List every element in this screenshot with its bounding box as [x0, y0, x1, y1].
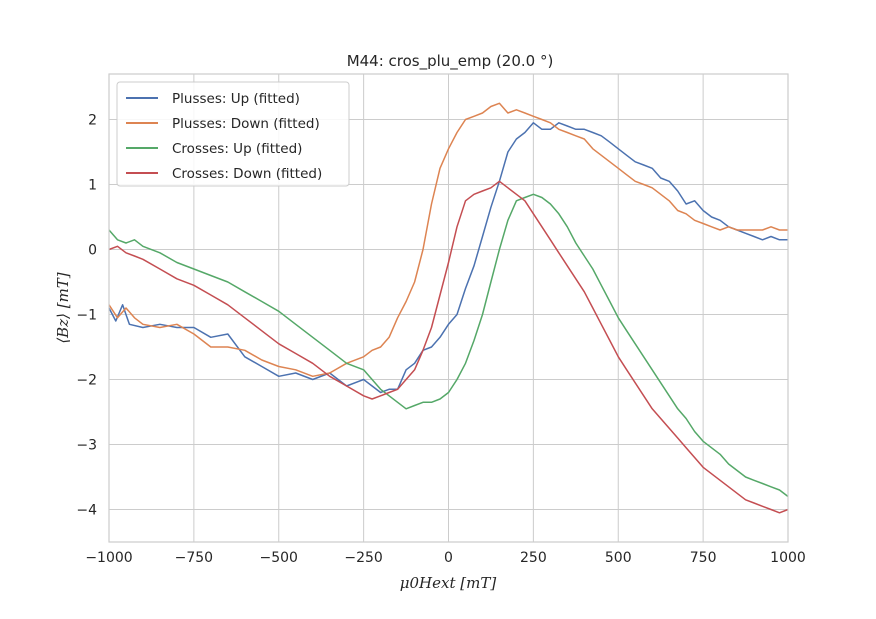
y-tick-label: 0 [88, 243, 97, 259]
series-line-1 [108, 102, 788, 378]
series-line-0 [108, 122, 788, 394]
gridlines [108, 74, 789, 542]
x-tick-label: 250 [520, 550, 547, 566]
y-tick-label: −4 [76, 503, 97, 519]
plot-frame [108, 73, 789, 543]
x-tick-label: −500 [260, 550, 298, 566]
legend-label-2: Crosses: Up (fitted) [172, 141, 302, 157]
y-tick-label: 2 [88, 113, 97, 129]
x-axis-ticks: −1000 −750 −500 −250 0 250 500 750 1000 [85, 550, 806, 566]
y-tick-label: −2 [76, 373, 97, 389]
y-axis-ticks: −4 −3 −2 −1 0 1 2 [76, 113, 97, 519]
legend-label-3: Crosses: Down (fitted) [172, 166, 322, 182]
x-axis-label: μ0Hext [mT] [400, 574, 497, 592]
x-tick-label: 0 [444, 550, 453, 566]
legend: Plusses: Up (fitted) Plusses: Down (fitte… [116, 81, 350, 187]
series-line-2 [108, 193, 789, 498]
legend-label-0: Plusses: Up (fitted) [172, 91, 300, 107]
x-tick-label: −250 [344, 550, 382, 566]
x-tick-label: 1000 [770, 550, 806, 566]
chart-title: M44: cros_plu_emp (20.0 °) [347, 52, 554, 71]
x-tick-label: 500 [605, 550, 632, 566]
y-tick-label: −3 [76, 438, 97, 454]
legend-box [116, 81, 350, 187]
y-tick-label: −1 [76, 308, 97, 324]
x-tick-label: −1000 [85, 550, 132, 566]
legend-label-1: Plusses: Down (fitted) [172, 116, 320, 132]
series-line-3 [108, 180, 789, 514]
x-tick-label: 750 [690, 550, 717, 566]
y-axis-label: ⟨Bz⟩ [mT] [54, 272, 72, 343]
series-lines [108, 102, 789, 514]
y-tick-label: 1 [88, 178, 97, 194]
x-tick-label: −750 [175, 550, 213, 566]
